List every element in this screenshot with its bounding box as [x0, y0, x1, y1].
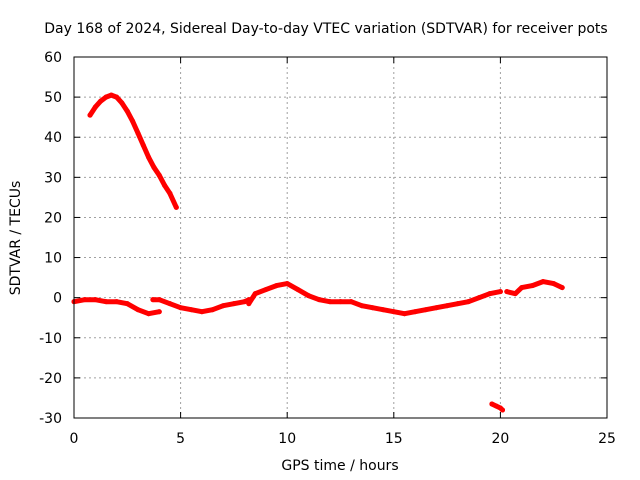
data-point — [327, 299, 333, 305]
data-point — [188, 307, 194, 313]
data-point — [246, 301, 252, 307]
x-tick-label: 10 — [278, 431, 296, 447]
data-point — [210, 307, 216, 313]
data-point — [512, 291, 518, 297]
data-point — [92, 104, 98, 110]
data-point — [504, 289, 510, 295]
grid — [74, 57, 607, 418]
data-point — [103, 299, 109, 305]
data-point — [316, 297, 322, 303]
data-point — [263, 287, 269, 293]
data-point — [92, 297, 98, 303]
y-tick-label: -10 — [39, 331, 62, 347]
data-point — [252, 291, 258, 297]
data-point — [519, 285, 525, 291]
data-point — [529, 283, 535, 289]
data-point — [423, 307, 429, 313]
data-point — [487, 291, 493, 297]
data-point — [135, 130, 141, 136]
data-point — [433, 305, 439, 311]
data-point — [476, 295, 482, 301]
data-point — [455, 301, 461, 307]
data-point — [114, 299, 120, 305]
data-point — [391, 309, 397, 315]
data-point — [444, 303, 450, 309]
data-point — [135, 307, 141, 313]
y-tick-label: -30 — [39, 411, 62, 427]
data-point — [493, 403, 499, 409]
data-point — [412, 309, 418, 315]
y-tick-label: 0 — [53, 291, 62, 307]
data-point — [465, 299, 471, 305]
data-point — [156, 297, 162, 303]
data-point — [167, 301, 173, 307]
data-point — [220, 303, 226, 309]
y-axis-label: SDTVAR / TECUs — [8, 181, 24, 296]
x-tick-label: 0 — [70, 431, 79, 447]
data-point — [348, 299, 354, 305]
data-point — [359, 303, 365, 309]
ticks: 0 5 10 15 20 25 -30 -20 -10 0 10 20 30 40 50 60 — [39, 50, 616, 447]
x-tick-label: 15 — [385, 431, 403, 447]
data-point — [98, 98, 104, 104]
data-point — [140, 142, 146, 148]
data-point — [130, 118, 136, 124]
series-group — [71, 92, 565, 413]
data-point — [151, 164, 157, 170]
data-point — [119, 100, 125, 106]
data-point — [306, 293, 312, 299]
data-point — [242, 299, 248, 305]
data-point — [146, 311, 152, 317]
data-point — [231, 301, 237, 307]
data-point — [380, 307, 386, 313]
y-tick-label: 20 — [44, 210, 62, 226]
data-point — [274, 283, 280, 289]
data-point — [284, 281, 290, 287]
y-tick-label: -20 — [39, 371, 62, 387]
y-tick-label: 10 — [44, 251, 62, 267]
data-point — [146, 154, 152, 160]
series-line-arc-high — [87, 92, 179, 210]
data-point — [500, 407, 506, 413]
data-point — [369, 305, 375, 311]
y-tick-label: 60 — [44, 50, 62, 66]
data-point — [156, 172, 162, 178]
data-point — [559, 285, 565, 291]
data-point — [150, 297, 156, 303]
data-point — [489, 401, 495, 407]
data-point — [87, 112, 93, 118]
y-tick-label: 40 — [44, 130, 62, 146]
data-point — [401, 311, 407, 317]
data-point — [199, 309, 205, 315]
data-point — [295, 287, 301, 293]
series-line-baseline-c — [246, 281, 503, 317]
data-point — [497, 289, 503, 295]
data-point — [108, 92, 114, 98]
data-point — [124, 108, 130, 114]
x-tick-label: 20 — [491, 431, 509, 447]
data-point — [156, 309, 162, 315]
chart-title: Day 168 of 2024, Sidereal Day-to-day VTE… — [44, 21, 607, 37]
data-point — [178, 305, 184, 311]
x-axis-label: GPS time / hours — [281, 458, 398, 474]
y-tick-label: 30 — [44, 170, 62, 186]
data-point — [124, 301, 130, 307]
data-point — [173, 204, 179, 210]
plot-frame — [73, 56, 608, 419]
y-tick-label: 50 — [44, 90, 62, 106]
data-point — [167, 190, 173, 196]
x-tick-label: 5 — [176, 431, 185, 447]
data-point — [82, 297, 88, 303]
data-point — [338, 299, 343, 305]
data-point — [162, 182, 168, 188]
data-point — [114, 94, 120, 100]
data-point — [103, 94, 109, 100]
data-point — [551, 281, 557, 287]
data-point — [540, 279, 546, 285]
x-tick-label: 25 — [598, 431, 616, 447]
